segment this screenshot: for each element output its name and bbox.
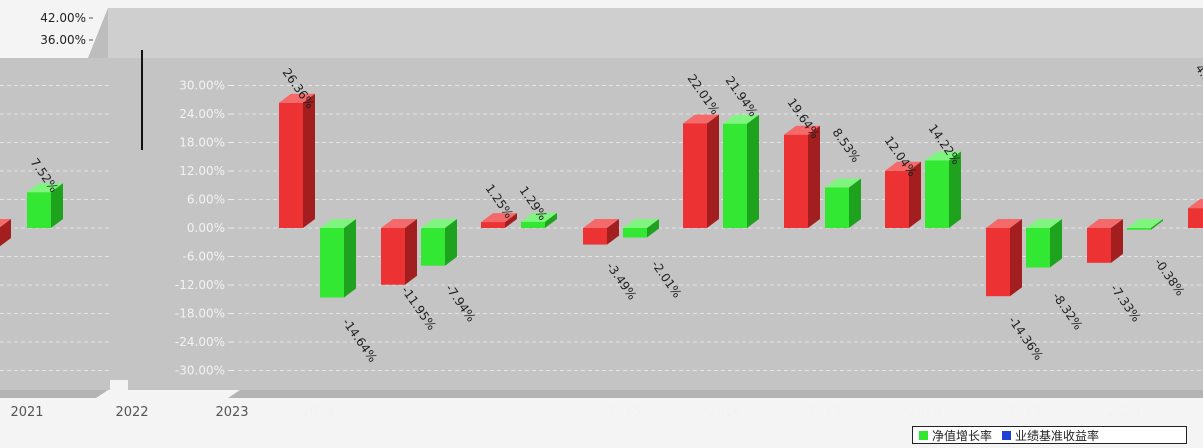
x-tick-label: 2016 [708,405,741,420]
legend-swatch-blue [1002,430,1012,440]
x-tick-label: 2024 [301,405,334,420]
legend: 净值增长率 业绩基准收益率 [912,426,1187,444]
bar-benchmark [279,102,303,228]
bar-side-face [607,219,619,245]
plot-floor-left [0,390,108,398]
bar-side-face [909,161,921,228]
bar-top-face [1188,199,1203,209]
x-tick-label: 2018 [908,405,941,420]
bar-nav-growth [925,160,949,228]
bar-nav-growth [1127,228,1151,230]
bar-benchmark [986,228,1010,297]
bar-benchmark [1188,208,1203,228]
bar-side-face [1050,219,1062,268]
bar-benchmark [784,134,808,228]
bar-side-face [1010,219,1022,297]
bar-side-face [505,213,517,228]
x-tick-label: 2021 [10,405,43,420]
bar-nav-growth [320,228,344,298]
x-tick-label: 2020 [1107,405,1140,420]
y-tick-label: 42.00% [40,11,86,25]
bar-side-face [344,219,356,298]
y-tick-label: 36.00% [40,33,86,47]
y-tick-label: 6.00% [187,193,225,207]
bar-benchmark [583,228,607,245]
bar-nav-growth [1026,228,1050,268]
x-tick-label: 2017 [808,405,841,420]
y-tick-label: 24.00% [179,107,225,121]
bar-side-face [545,212,557,228]
bar-nav-growth [421,228,445,266]
bar-side-face [1111,219,1123,263]
bar-nav-growth [521,221,545,228]
bar-side-face [0,219,11,247]
y-axis: 42.00% 36.00% 30.00% 24.00% 18.00% 12.00% 6.00… [40,11,234,378]
bars [0,93,1203,298]
y-tick-label: -6.00% [183,250,225,264]
bar-side-face [747,114,759,228]
x-tick-label: 2023 [215,405,248,420]
legend-swatch-green [919,430,928,440]
legend-item-benchmark: 业绩基准收益率 [1002,427,1099,444]
bar-benchmark [683,123,707,228]
bar-side-face [1151,219,1163,230]
bar-side-face [647,219,659,238]
y-tick-label: -24.00% [175,335,225,349]
bar-side-face [808,125,820,228]
bar-nav-growth [623,228,647,238]
x-tick-label: 2019 [1008,405,1041,420]
y-tick-label: -18.00% [175,307,225,321]
bar-top-face [784,125,820,135]
bar-benchmark [381,228,405,285]
legend-label-nav-growth: 净值增长率 [932,428,993,443]
bar-side-face [445,219,457,266]
bar-benchmark [1087,228,1111,263]
gridlines [0,85,1203,371]
bar-nav-growth [825,187,849,228]
x-tick-label: 2022 [115,405,148,420]
x-tick-label: 2015 [608,405,641,420]
bar-side-face [405,219,417,285]
bar-benchmark [885,170,909,228]
y-tick-label: -30.00% [175,364,225,378]
bar-side-face [51,183,63,228]
plot-floor-right [228,390,1203,398]
y-tick-label: 18.00% [179,136,225,150]
back-panel-edge [88,8,108,58]
bar-side-face [849,178,861,228]
back-panel [88,8,1203,58]
y-tick-label: 30.00% [179,79,225,93]
bar-benchmark [481,222,505,228]
bar-nav-growth [723,123,747,228]
y-tick-label: 0.00% [187,221,225,235]
bar-side-face [303,93,315,228]
bar-side-face [707,114,719,228]
bar-side-face [949,151,961,228]
inner-axis-panel [128,58,238,390]
bar-nav-growth [27,192,51,228]
legend-item-nav-growth: 净值增长率 [919,427,992,444]
legend-label-benchmark: 业绩基准收益率 [1015,428,1100,443]
y-tick-label: -12.00% [175,278,225,292]
x-axis: 2021 2022 2023 2024 2015 2016 2017 2018 2019 2020 [10,405,1140,420]
y-tick-label: 12.00% [179,164,225,178]
